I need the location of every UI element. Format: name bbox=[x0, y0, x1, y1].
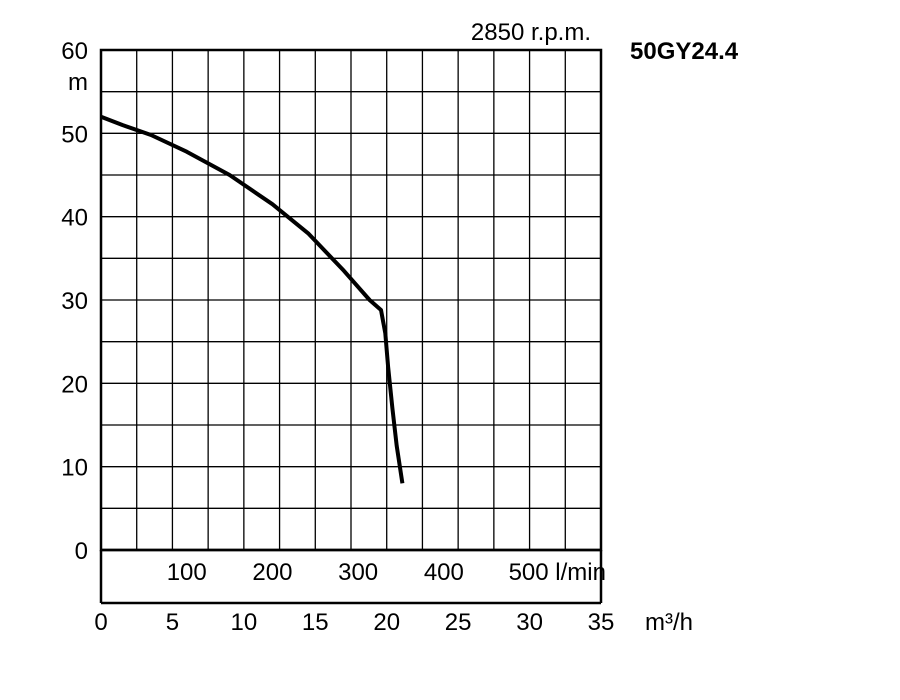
secondary-x-tick-label: 400 bbox=[424, 559, 464, 586]
x-tick-label: 20 bbox=[373, 609, 400, 636]
x-tick-label: 0 bbox=[94, 609, 107, 636]
y-tick-label: 0 bbox=[75, 538, 88, 565]
y-axis-unit: m bbox=[68, 69, 88, 96]
y-tick-label: 60 bbox=[61, 38, 88, 65]
y-tick-label: 30 bbox=[61, 288, 88, 315]
y-tick-label: 20 bbox=[61, 371, 88, 398]
speed-label: 2850 r.p.m. bbox=[471, 19, 591, 46]
secondary-x-tick-label: 500 l/min bbox=[509, 559, 606, 586]
head-flow-curve bbox=[100, 114, 405, 484]
secondary-x-tick-label: 300 bbox=[338, 559, 378, 586]
model-title: 50GY24.4 bbox=[630, 38, 739, 65]
x-tick-label: 25 bbox=[445, 609, 472, 636]
secondary-x-tick-label: 200 bbox=[252, 559, 292, 586]
y-tick-label: 50 bbox=[61, 121, 88, 148]
y-tick-label: 40 bbox=[61, 205, 88, 232]
x-axis-unit: m³/h bbox=[645, 609, 693, 636]
x-tick-label: 10 bbox=[231, 609, 258, 636]
x-tick-label: 35 bbox=[588, 609, 615, 636]
grid bbox=[101, 49, 601, 550]
axis-labels: 0 10 20 30 40 50 60 0 5 10 15 20 25 30 35 100 200 300 400 5… bbox=[61, 38, 614, 636]
y-tick-label: 10 bbox=[61, 455, 88, 482]
secondary-x-tick-label: 100 bbox=[167, 559, 207, 586]
x-tick-label: 30 bbox=[516, 609, 543, 636]
x-tick-label: 5 bbox=[166, 609, 179, 636]
x-tick-label: 15 bbox=[302, 609, 329, 636]
